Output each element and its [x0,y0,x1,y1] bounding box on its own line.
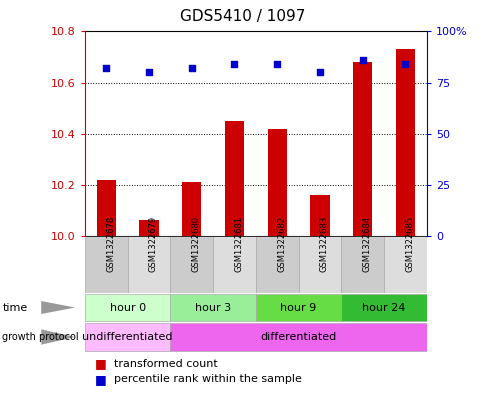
Point [401,61,408,67]
Bar [96,180,116,236]
Text: hour 0: hour 0 [109,303,145,312]
Polygon shape [41,329,75,345]
Text: undifferentiated: undifferentiated [82,332,172,342]
Text: ■: ■ [94,357,106,370]
Bar [298,236,341,293]
Bar [310,195,329,236]
Text: GDS5410 / 1097: GDS5410 / 1097 [180,9,304,24]
Bar [256,236,298,293]
Text: ■: ■ [94,373,106,386]
Bar [85,294,170,321]
Text: differentiated: differentiated [260,332,336,342]
Bar [341,294,426,321]
Bar [341,236,383,293]
Bar [170,323,426,351]
Bar [182,182,201,236]
Bar [85,236,127,293]
Point [273,61,281,67]
Text: transformed count: transformed count [114,358,217,369]
Bar [256,294,341,321]
Bar [352,62,372,236]
Polygon shape [41,301,75,314]
Point [316,69,323,75]
Text: GSM1322680: GSM1322680 [191,216,200,272]
Bar [383,236,426,293]
Text: percentile rank within the sample: percentile rank within the sample [114,374,301,384]
Text: hour 3: hour 3 [195,303,231,312]
Point [187,65,195,72]
Bar [170,236,212,293]
Text: GSM1322681: GSM1322681 [234,216,243,272]
Text: GSM1322682: GSM1322682 [277,216,286,272]
Bar [170,294,256,321]
Point [230,61,238,67]
Text: GSM1322679: GSM1322679 [149,216,158,272]
Text: hour 9: hour 9 [280,303,316,312]
Text: growth protocol: growth protocol [2,332,79,342]
Bar [267,129,286,236]
Bar [127,236,170,293]
Point [358,57,366,63]
Text: GSM1322683: GSM1322683 [319,216,328,272]
Text: GSM1322685: GSM1322685 [405,216,413,272]
Text: GSM1322678: GSM1322678 [106,216,115,272]
Point [102,65,110,72]
Bar [395,50,414,236]
Bar [212,236,256,293]
Point [145,69,152,75]
Bar [85,323,170,351]
Bar [225,121,243,236]
Text: time: time [2,303,28,312]
Text: hour 24: hour 24 [362,303,405,312]
Text: GSM1322684: GSM1322684 [362,216,371,272]
Bar [139,220,158,236]
